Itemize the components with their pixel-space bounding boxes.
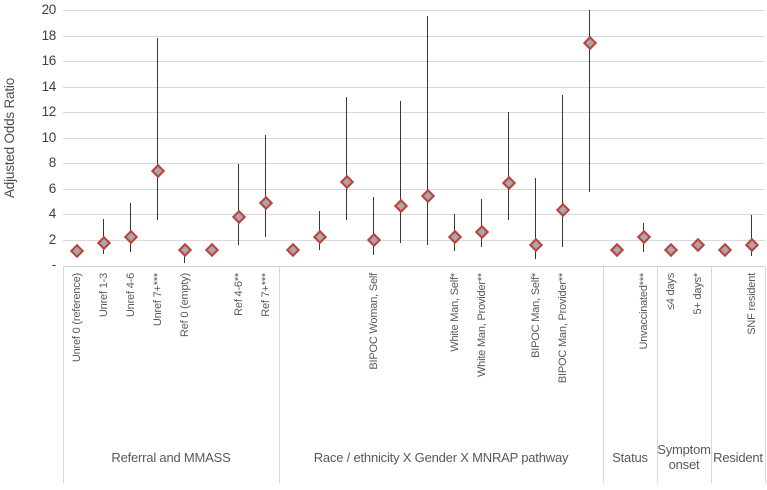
category-label: SNF resident [745, 273, 758, 335]
category-label: Unref 4-6 [124, 273, 137, 318]
axis-group-label: Referral and MMASS [111, 449, 231, 465]
aor-diamond-marker [474, 224, 489, 239]
gridline [63, 112, 765, 113]
ci-error-bar [750, 215, 753, 257]
gridline [63, 137, 765, 139]
category-label: BIPOC Man, Provider** [556, 273, 569, 384]
category-label: White Man, Provider** [475, 273, 488, 378]
group-separator-line [278, 267, 280, 483]
group-separator-line [62, 267, 64, 483]
aor-diamond-marker [312, 229, 327, 245]
group-separator-line [656, 267, 658, 483]
axis-group-label: Race / ethnicity X Gender X MNRAP pathwa… [313, 449, 569, 465]
aor-diamond-marker [663, 243, 678, 258]
ci-error-bar [426, 16, 429, 245]
ci-error-bar [480, 198, 483, 248]
category-label: Unref 1-3 [97, 273, 110, 318]
ci-error-bar [534, 178, 537, 259]
aor-diamond-marker [555, 203, 570, 218]
group-separator-line [764, 267, 766, 483]
category-label: Ref 7+*** [259, 273, 272, 317]
category-label: ≤4 days [664, 273, 677, 311]
aor-diamond-marker [150, 163, 165, 178]
gridline [63, 86, 765, 88]
category-label: Ref 0 (empty) [178, 273, 191, 338]
x-axis-line [63, 266, 765, 267]
aor-diamond-marker [69, 243, 84, 259]
y-tick-label: 8 [48, 155, 57, 170]
ci-error-bar [372, 197, 375, 255]
axis-group-label: Status [612, 449, 648, 465]
ci-error-bar [588, 10, 591, 193]
y-tick-label: 10 [41, 129, 57, 145]
y-tick-label: - [51, 257, 57, 272]
gridline [63, 35, 765, 37]
category-label: 5+ days* [691, 273, 704, 315]
y-tick-label: 2 [48, 231, 57, 247]
ci-error-bar [156, 38, 159, 221]
y-tick-label: 12 [41, 104, 57, 119]
y-tick-label: 6 [48, 180, 57, 196]
aor-diamond-marker [366, 232, 381, 247]
y-tick-label: 18 [41, 27, 57, 43]
aor-diamond-marker [177, 243, 192, 258]
ci-error-bar [237, 164, 240, 245]
category-label: BIPOC Woman, Self [367, 273, 380, 370]
aor-diamond-marker [285, 243, 300, 258]
ci-error-bar [264, 134, 267, 237]
aor-diamond-marker [420, 189, 435, 204]
gridline [63, 239, 765, 241]
axis-group-label: Resident [713, 449, 763, 465]
y-tick-label: 14 [41, 78, 57, 94]
group-separator-line [602, 267, 604, 483]
aor-diamond-marker [717, 243, 732, 258]
ci-error-bar [129, 202, 132, 253]
ci-error-bar [345, 96, 348, 221]
aor-diamond-marker [231, 209, 246, 224]
category-label: Unref 7+*** [151, 273, 164, 327]
gridline [63, 188, 765, 190]
aor-diamond-marker [636, 229, 651, 245]
category-label: Unvaccinated*** [637, 273, 650, 350]
aor-diamond-marker [258, 195, 273, 210]
category-label: Unref 0 (reference) [70, 273, 83, 363]
aor-diamond-marker [393, 199, 408, 214]
gridline [63, 61, 765, 62]
group-separator-line [710, 267, 712, 483]
category-label: Ref 4-6** [232, 273, 245, 316]
category-label: White Man, Self* [448, 273, 461, 352]
aor-diamond-marker [447, 229, 462, 245]
aor-diamond-marker [204, 243, 219, 258]
aor-diamond-marker [123, 229, 138, 245]
y-tick-label: 16 [41, 53, 57, 68]
y-tick-label: 4 [48, 206, 57, 221]
ci-error-bar [507, 112, 510, 221]
gridline [63, 10, 765, 11]
category-label: BIPOC Man, Self* [529, 273, 542, 358]
aor-diamond-marker [96, 236, 111, 251]
y-tick-label: 20 [41, 2, 57, 17]
aor-diamond-marker [609, 243, 624, 258]
aor-diamond-marker [339, 175, 354, 190]
aor-diamond-marker [582, 36, 597, 51]
ci-error-bar [561, 95, 564, 248]
gridline [63, 214, 765, 215]
ci-error-bar [399, 100, 402, 244]
gridline [63, 163, 765, 164]
axis-group-label: Symptom onset [657, 442, 711, 472]
